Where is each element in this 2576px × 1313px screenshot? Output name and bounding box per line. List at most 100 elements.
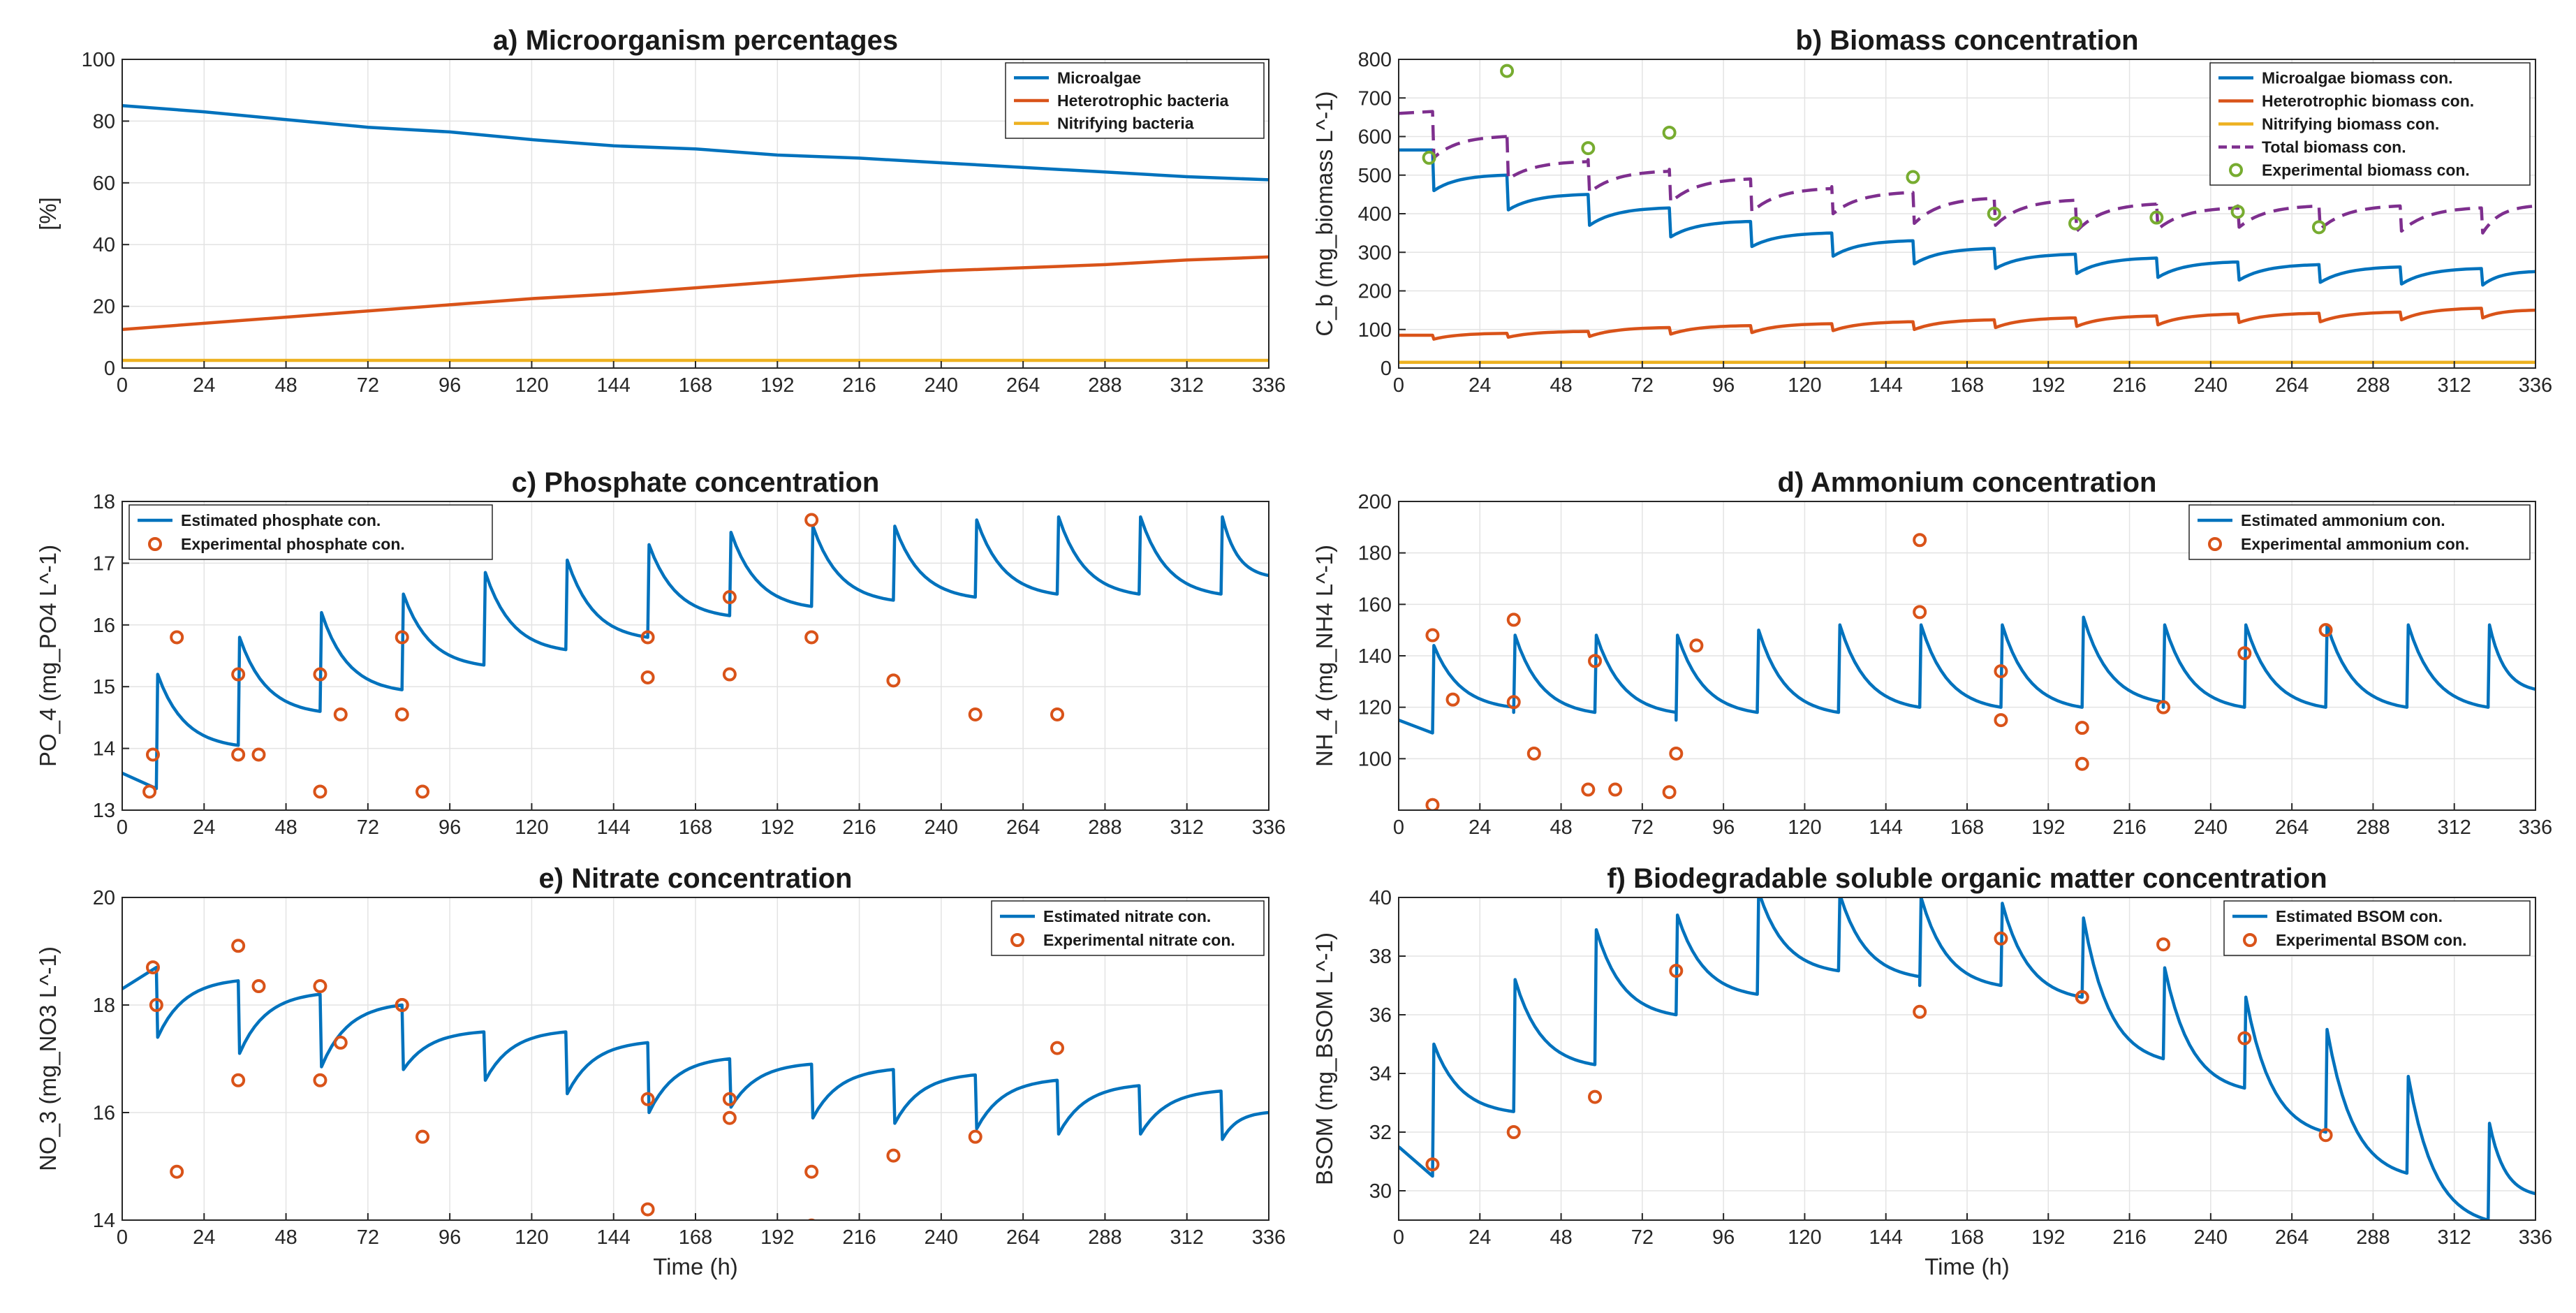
x-tick-label: 264 (2275, 1226, 2309, 1249)
data-point (2075, 721, 2089, 735)
series-line (1399, 110, 2535, 235)
x-tick-label: 72 (357, 1226, 379, 1249)
data-point (1689, 638, 1704, 653)
data-point (395, 998, 409, 1012)
data-point (2230, 205, 2245, 219)
x-tick-label: 192 (2031, 374, 2065, 397)
panel-d: 0 24 48 72 96 120 144 168 192 216 240 264 288 312 336 1… (1311, 467, 2552, 839)
data-point (722, 1110, 737, 1125)
data-point (313, 979, 327, 994)
x-tick-label: 240 (925, 816, 958, 839)
y-tick-label: 600 (1358, 126, 1392, 149)
y-tick-label: 16 (93, 1102, 115, 1124)
y-tick-label: 15 (93, 676, 115, 698)
data-point (1994, 713, 2008, 728)
series-group (122, 513, 1269, 799)
data-point (640, 670, 655, 684)
legend-label: Nitrifying biomass con. (2262, 115, 2439, 133)
legend: Estimated ammonium con. Experimental ammo… (2188, 504, 2531, 560)
x-tick-label: 48 (1550, 374, 1572, 397)
x-tick-label: 240 (2194, 1226, 2228, 1249)
data-point (1588, 1090, 1603, 1104)
data-point (395, 707, 409, 721)
panel-title: a) Microorganism percentages (493, 25, 898, 56)
y-tick-label: 200 (1358, 281, 1392, 303)
y-axis-label: C_b (mg_biomass L^-1) (1311, 91, 1337, 336)
x-tick-label: 288 (1088, 816, 1121, 839)
x-axis-label: Time (h) (653, 1254, 738, 1279)
series-line (122, 104, 1269, 182)
x-tick-label: 120 (515, 816, 548, 839)
y-tick-label: 400 (1358, 203, 1392, 226)
panel-b: 0 24 48 72 96 120 144 168 192 216 240 264 288 312 336 0… (1311, 25, 2552, 397)
x-tick-label: 144 (1869, 816, 1903, 839)
legend: Estimated nitrate con. Experimental nitra… (991, 900, 1265, 956)
y-axis-label: PO_4 (mg_PO4 L^-1) (35, 545, 61, 767)
data-point (395, 630, 409, 645)
y-tick-label: 30 (1369, 1180, 1392, 1203)
x-tick-label: 336 (2519, 816, 2552, 839)
x-tick-label: 144 (1869, 1226, 1903, 1249)
y-tick-label: 100 (1358, 748, 1392, 770)
y-tick-label: 32 (1369, 1122, 1392, 1144)
panel-f: 0 24 48 72 96 120 144 168 192 216 240 264 288 312 336 3… (1311, 863, 2552, 1279)
data-point (170, 1164, 184, 1179)
data-point (886, 673, 901, 688)
x-tick-label: 120 (515, 1226, 548, 1249)
data-point (722, 667, 737, 682)
legend-label: Experimental biomass con. (2262, 161, 2470, 179)
data-point (1425, 1157, 1440, 1172)
series-line (1399, 148, 2535, 287)
x-tick-label: 192 (2031, 816, 2065, 839)
legend-box (128, 504, 493, 560)
x-tick-label: 120 (1788, 374, 1821, 397)
data-point (1608, 782, 1623, 797)
legend: Microalgae Heterotrophic bacteria Nitrifyi… (1005, 62, 1265, 139)
data-point (2075, 990, 2089, 1004)
data-point (2156, 937, 2171, 952)
data-point (145, 960, 160, 975)
y-tick-label: 36 (1369, 1004, 1392, 1027)
x-tick-label: 24 (193, 816, 215, 839)
x-tick-label: 72 (1631, 1226, 1654, 1249)
panel-title: b) Biomass concentration (1795, 25, 2138, 56)
x-tick-label: 264 (2275, 816, 2309, 839)
y-axis-label: [%] (35, 197, 61, 230)
data-point (1526, 746, 1541, 761)
x-tick-label: 48 (1550, 1226, 1572, 1249)
legend-label: Total biomass con. (2262, 138, 2406, 156)
legend-label: Heterotrophic bacteria (1057, 91, 1229, 110)
data-point (1581, 141, 1596, 156)
x-tick-label: 24 (1469, 1226, 1491, 1249)
data-point (333, 707, 348, 721)
data-point (231, 747, 246, 762)
x-tick-label: 240 (925, 374, 958, 397)
data-point (231, 939, 246, 953)
y-axis-label: NO_3 (mg_NO3 L^-1) (35, 946, 61, 1171)
data-point (2237, 646, 2252, 661)
legend-label: Experimental phosphate con. (181, 535, 405, 553)
x-tick-label: 192 (760, 374, 794, 397)
x-tick-label: 216 (842, 1226, 876, 1249)
panel-a: 0 24 48 72 96 120 144 168 192 216 240 264 288 312 336 0… (35, 25, 1286, 397)
data-point (804, 513, 819, 527)
data-point (1425, 798, 1440, 810)
series-group (122, 104, 1269, 362)
data-point (1506, 613, 1521, 627)
legend-box (2188, 504, 2531, 560)
data-point (807, 1218, 816, 1220)
data-point (1581, 782, 1596, 797)
legend-label: Heterotrophic biomass con. (2262, 92, 2474, 110)
data-point (1662, 785, 1677, 800)
data-point (149, 998, 163, 1012)
x-tick-label: 288 (1088, 1226, 1121, 1249)
y-tick-label: 18 (93, 995, 115, 1017)
legend-marker (1010, 933, 1024, 947)
y-axis-label: NH_4 (mg_NH4 L^-1) (1311, 545, 1337, 767)
series-line (1399, 897, 2535, 1220)
x-tick-label: 264 (1006, 1226, 1040, 1249)
x-tick-label: 168 (679, 1226, 712, 1249)
data-point (804, 1164, 819, 1179)
data-point (2318, 1128, 2333, 1143)
